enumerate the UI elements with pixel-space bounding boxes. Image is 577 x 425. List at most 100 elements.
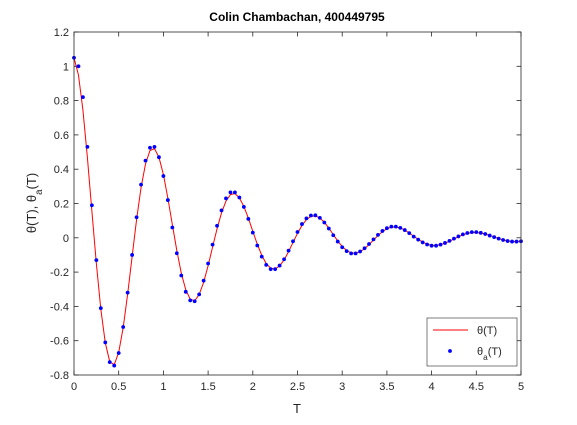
data-point	[143, 158, 148, 163]
data-point	[192, 299, 197, 304]
y-tick-label: 1	[63, 61, 69, 73]
data-point	[201, 278, 206, 283]
data-point	[277, 263, 282, 268]
data-point	[286, 248, 291, 253]
data-point	[291, 239, 295, 244]
data-point	[376, 232, 380, 237]
data-point	[380, 229, 385, 233]
data-point	[474, 230, 479, 235]
data-point	[76, 64, 81, 69]
y-tick-label: 0.6	[54, 130, 69, 142]
data-point	[152, 145, 157, 149]
data-point	[179, 273, 184, 278]
data-point	[443, 241, 447, 245]
data-point	[309, 213, 313, 218]
data-point	[268, 267, 273, 272]
data-point	[134, 215, 139, 220]
data-point	[501, 238, 506, 242]
data-point	[295, 230, 300, 234]
data-point	[483, 232, 488, 236]
data-point	[465, 231, 470, 235]
data-point	[89, 203, 94, 208]
legend-label: θa(T)	[477, 346, 502, 362]
data-point	[206, 261, 211, 266]
data-point	[210, 242, 215, 247]
data-point	[250, 230, 255, 235]
data-point	[510, 239, 514, 244]
data-point	[233, 190, 237, 195]
x-tick-label: 4	[429, 381, 435, 393]
data-point	[331, 233, 336, 238]
data-point	[514, 239, 519, 244]
data-point	[407, 231, 412, 236]
data-point	[402, 228, 407, 232]
data-point	[456, 234, 461, 239]
data-point	[487, 233, 492, 238]
data-point	[300, 222, 304, 226]
data-point	[469, 230, 474, 235]
data-point	[116, 351, 121, 355]
legend-box	[426, 317, 518, 367]
y-tick-label: 0.2	[54, 199, 69, 211]
data-point	[85, 145, 90, 149]
data-point	[362, 246, 367, 251]
data-point	[183, 289, 188, 294]
legend-label: θ(T)	[477, 325, 497, 337]
chart-title: Colin Chambachan, 400449795	[209, 10, 385, 24]
data-point	[107, 360, 112, 365]
data-point	[148, 145, 152, 150]
data-point	[416, 237, 421, 242]
data-point	[326, 226, 331, 231]
y-axis-label: θ(T), θa(T)	[24, 173, 45, 233]
y-tick-label: 0.8	[54, 96, 69, 108]
data-point	[259, 254, 264, 259]
data-point	[264, 262, 269, 267]
data-point	[94, 258, 99, 262]
data-point	[165, 198, 170, 202]
data-point	[157, 155, 161, 160]
data-point	[317, 216, 322, 220]
x-tick-label: 2	[250, 381, 256, 393]
y-tick-label: 0.4	[54, 164, 69, 176]
x-tick-label: 4.5	[469, 381, 484, 393]
data-point	[219, 208, 224, 213]
data-point	[237, 195, 242, 200]
data-point	[224, 196, 228, 201]
data-point	[429, 243, 434, 248]
data-point	[385, 226, 389, 231]
data-point	[241, 205, 246, 209]
data-point	[188, 298, 193, 303]
data-point	[103, 340, 108, 345]
data-point	[393, 224, 398, 229]
y-tick-label: 1.2	[54, 27, 69, 39]
data-point	[335, 239, 340, 244]
data-point	[197, 292, 202, 297]
data-point	[228, 190, 233, 195]
data-point	[322, 220, 327, 225]
data-point	[492, 235, 497, 240]
data-point	[215, 223, 219, 228]
data-point	[425, 242, 430, 247]
data-point	[371, 237, 376, 242]
x-tick-label: 1	[160, 381, 166, 393]
data-point	[438, 242, 443, 247]
data-point	[139, 182, 143, 187]
data-point	[398, 225, 403, 230]
x-tick-label: 5	[518, 381, 524, 393]
x-tick-label: 3	[339, 381, 345, 393]
x-tick-label: 0.5	[111, 381, 126, 393]
data-point	[349, 251, 354, 256]
data-point	[174, 251, 179, 256]
data-point	[125, 290, 130, 295]
data-point	[358, 249, 362, 254]
data-point	[81, 95, 85, 100]
data-point	[112, 363, 117, 368]
data-point	[282, 257, 286, 262]
data-point	[505, 239, 510, 243]
data-point	[273, 267, 278, 272]
x-tick-label: 3.5	[379, 381, 394, 393]
y-tick-label: -0.2	[50, 267, 69, 279]
axes-box	[73, 31, 522, 376]
data-point	[420, 240, 425, 245]
